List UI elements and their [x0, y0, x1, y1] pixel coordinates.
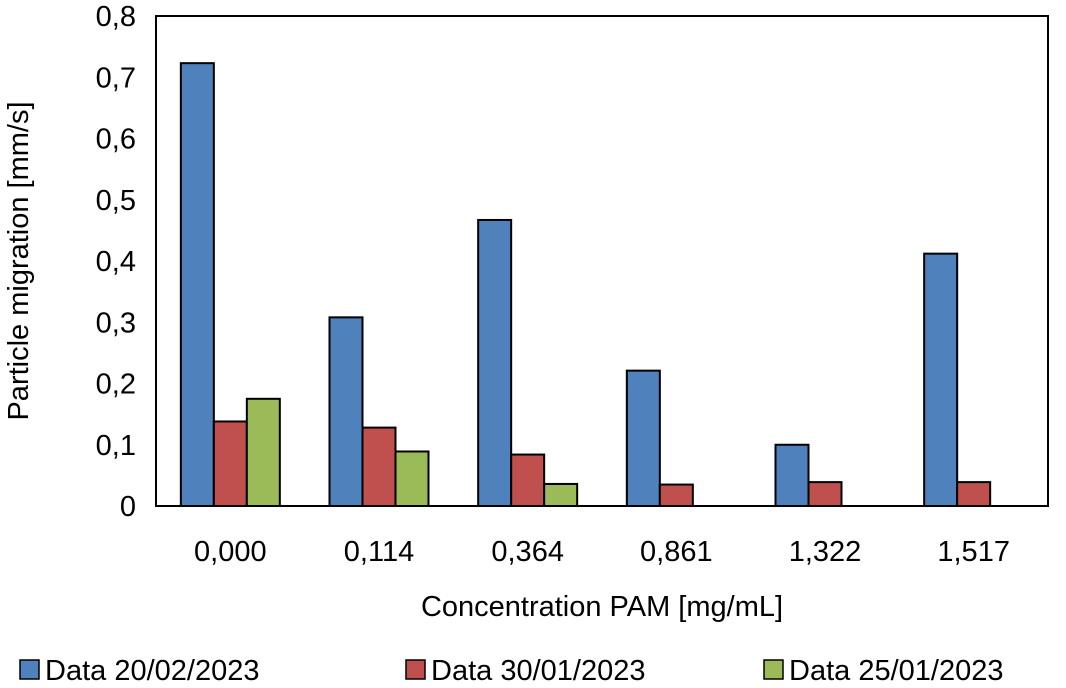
y-tick-label: 0,1 [96, 430, 136, 462]
y-tick-label: 0,4 [96, 246, 136, 278]
legend-label: Data 25/01/2023 [789, 655, 1003, 687]
legend: Data 20/02/2023 Data 30/01/2023 Data 25/01… [19, 655, 1003, 687]
bar [361, 426, 397, 508]
bar [625, 369, 661, 508]
legend-swatch [19, 659, 40, 680]
bar [394, 450, 430, 507]
y-axis-title: Particle migration [mm/s] [3, 101, 35, 420]
y-tick-label: 0,5 [96, 185, 136, 217]
bar [543, 482, 579, 508]
y-tick-label: 0,7 [96, 62, 136, 94]
bar [658, 483, 694, 507]
legend-label: Data 30/01/2023 [431, 655, 645, 687]
legend-label: Data 20/02/2023 [45, 655, 259, 687]
y-tick-label: 0,6 [96, 124, 136, 156]
y-tick-label: 0,2 [96, 369, 136, 401]
x-axis-title: Concentration PAM [mg/mL] [421, 591, 783, 623]
bar [774, 443, 810, 507]
x-tick-label: 1,517 [937, 536, 1010, 568]
x-tick-label: 1,322 [789, 536, 862, 568]
x-tick-label: 0,861 [640, 536, 713, 568]
y-tick-label: 0 [120, 491, 136, 523]
x-tick-label: 0,114 [344, 536, 414, 568]
bar [179, 62, 215, 507]
bar [923, 252, 959, 507]
y-tick-label: 0,3 [96, 307, 136, 339]
bar [510, 453, 546, 507]
x-tick-label: 0,364 [491, 536, 564, 568]
bar [477, 218, 513, 507]
y-tick-label: 0,8 [96, 1, 136, 33]
bar [328, 316, 364, 507]
bar [956, 481, 992, 507]
bar [807, 481, 843, 507]
bar [212, 420, 248, 508]
bar [245, 397, 281, 507]
plot-area-frame [155, 15, 1049, 507]
x-tick-label: 0,000 [194, 536, 267, 568]
legend-swatch [405, 659, 426, 680]
legend-swatch [763, 659, 784, 680]
